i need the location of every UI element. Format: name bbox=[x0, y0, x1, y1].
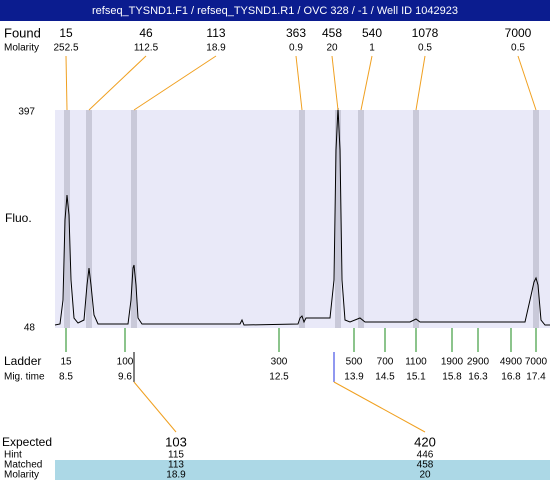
found-size: 7000 bbox=[505, 26, 532, 40]
ladder-time: 16.3 bbox=[468, 372, 488, 383]
found-size: 15 bbox=[59, 26, 73, 40]
found-size: 540 bbox=[362, 26, 382, 40]
found-molarity: 18.9 bbox=[206, 43, 226, 54]
ladder-time: 13.9 bbox=[344, 372, 364, 383]
expected-matched: 458 bbox=[417, 460, 434, 471]
peak-band bbox=[131, 110, 137, 328]
ladder-size: 300 bbox=[271, 357, 288, 368]
ladder-time: 9.6 bbox=[118, 372, 132, 383]
found-size: 1078 bbox=[412, 26, 439, 40]
row-label: Molarity bbox=[4, 470, 39, 480]
expected-matched: 113 bbox=[168, 460, 184, 471]
peak-band bbox=[413, 110, 419, 328]
found-molarity: 0.9 bbox=[289, 43, 303, 54]
ladder-size: 15 bbox=[60, 357, 72, 368]
found-molarity: 252.5 bbox=[53, 43, 78, 54]
found-size: 363 bbox=[286, 26, 306, 40]
expected-hint: 115 bbox=[168, 450, 184, 461]
ladder-size: 100 bbox=[117, 357, 134, 368]
y-axis-label: Fluo. bbox=[5, 211, 32, 225]
expected-expected: 420 bbox=[414, 434, 436, 449]
peak-connector bbox=[415, 55, 426, 111]
header-title: refseq_TYSND1.F1 / refseq_TYSND1.R1 / OV… bbox=[92, 5, 458, 17]
ladder-label: Ladder bbox=[4, 354, 41, 368]
peak-connector bbox=[360, 55, 373, 111]
row-label: Expected bbox=[2, 435, 52, 449]
row-label: Matched bbox=[4, 460, 42, 471]
highlight-rows bbox=[55, 460, 550, 480]
ladder-size: 7000 bbox=[525, 357, 548, 368]
header-bar bbox=[0, 0, 550, 21]
found-size: 46 bbox=[139, 26, 153, 40]
found-molarity: 0.5 bbox=[418, 43, 432, 54]
peak-connector bbox=[133, 55, 217, 111]
ladder-time: 17.4 bbox=[526, 372, 546, 383]
expected-molarity: 20 bbox=[419, 470, 431, 480]
peak-band bbox=[358, 110, 364, 328]
peak-band bbox=[533, 110, 539, 328]
connector bbox=[133, 381, 177, 433]
ladder-time: 16.8 bbox=[501, 372, 521, 383]
found-molarity: 20 bbox=[326, 43, 338, 54]
ladder-time: 15.1 bbox=[406, 372, 426, 383]
ladder-time: 14.5 bbox=[375, 372, 395, 383]
ladder-size: 1900 bbox=[441, 357, 464, 368]
expected-expected: 103 bbox=[165, 434, 187, 449]
ladder-size: 4900 bbox=[500, 357, 523, 368]
found-size: 458 bbox=[322, 26, 342, 40]
ladder-size: 700 bbox=[377, 357, 394, 368]
ladder-size: 500 bbox=[346, 357, 363, 368]
peak-connector bbox=[331, 55, 339, 111]
molarity-label: Molarity bbox=[4, 43, 39, 54]
found-molarity: 112.5 bbox=[134, 43, 159, 54]
ladder-time: 8.5 bbox=[59, 372, 73, 383]
peak-connector bbox=[65, 55, 68, 111]
y-max: 397 bbox=[18, 107, 35, 118]
expected-molarity: 18.9 bbox=[166, 470, 186, 480]
peak-connector bbox=[295, 55, 303, 111]
peak-connector bbox=[88, 55, 147, 111]
found-molarity: 1 bbox=[369, 43, 375, 54]
found-label: Found bbox=[4, 25, 41, 40]
expected-hint: 446 bbox=[417, 450, 434, 461]
peak-band bbox=[335, 110, 341, 328]
y-min: 48 bbox=[24, 323, 36, 334]
row-label: Hint bbox=[4, 450, 22, 461]
connector bbox=[333, 381, 426, 433]
mig-time-label: Mig. time bbox=[4, 372, 45, 383]
found-molarity: 0.5 bbox=[511, 43, 525, 54]
trace bbox=[54, 107, 550, 326]
peak-band bbox=[64, 110, 70, 328]
peak-band bbox=[299, 110, 305, 328]
ladder-size: 2900 bbox=[467, 357, 490, 368]
ladder-size: 1100 bbox=[405, 357, 427, 368]
peak-connector bbox=[517, 55, 537, 111]
ladder-time: 12.5 bbox=[269, 372, 289, 383]
ladder-time: 15.8 bbox=[442, 372, 462, 383]
peak-band bbox=[86, 110, 92, 328]
found-size: 113 bbox=[206, 26, 225, 40]
